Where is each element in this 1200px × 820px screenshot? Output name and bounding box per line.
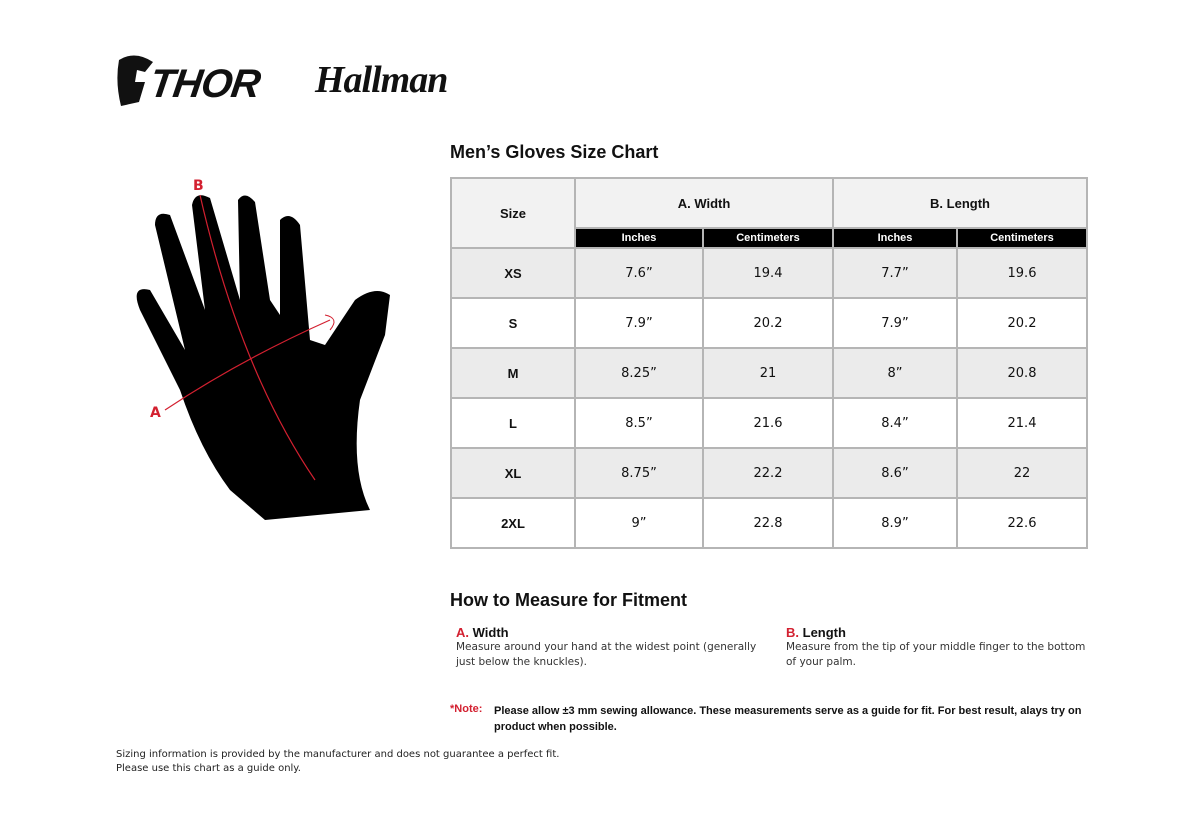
hand-diagram: B A <box>136 178 390 520</box>
subheader: Inches <box>574 227 704 249</box>
value-cell: 19.4 <box>702 247 834 299</box>
subheader: Centimeters <box>702 227 834 249</box>
length-label: Length <box>802 625 846 640</box>
size-table: Size A. Width B. Length Inches Centimete… <box>450 177 1088 549</box>
value-cell: 9” <box>574 497 704 549</box>
thor-logo: THOR <box>146 62 263 106</box>
value-cell: 8.75” <box>574 447 704 499</box>
value-cell: 8.4” <box>832 397 958 449</box>
value-cell: 21 <box>702 347 834 399</box>
hand-silhouette <box>136 195 390 520</box>
footer-line: Please use this chart as a guide only. <box>116 763 301 774</box>
value-cell: 22 <box>956 447 1088 499</box>
value-cell: 7.7” <box>832 247 958 299</box>
footer-line: Sizing information is provided by the ma… <box>116 749 560 760</box>
chart-title: Men’s Gloves Size Chart <box>450 142 659 162</box>
value-cell: 8” <box>832 347 958 399</box>
width-instructions: A. Width Measure around your hand at the… <box>456 625 766 670</box>
table-row: XS 7.6” 19.4 7.7” 19.6 <box>450 247 1088 299</box>
value-cell: 7.9” <box>574 297 704 349</box>
length-text: Measure from the tip of your middle fing… <box>786 641 1086 668</box>
value-cell: 20.2 <box>956 297 1088 349</box>
note-label: *Note: <box>450 703 483 715</box>
size-cell: M <box>450 347 576 399</box>
length-letter: B. <box>786 625 799 640</box>
value-cell: 22.2 <box>702 447 834 499</box>
value-cell: 21.4 <box>956 397 1088 449</box>
value-cell: 20.2 <box>702 297 834 349</box>
value-cell: 8.9” <box>832 497 958 549</box>
table-row: S 7.9” 20.2 7.9” 20.2 <box>450 297 1088 349</box>
hallman-logo: Hallman <box>315 59 448 101</box>
size-cell: 2XL <box>450 497 576 549</box>
width-letter: A. <box>456 625 469 640</box>
note-text: Please allow ±3 mm sewing allowance. The… <box>494 705 1082 733</box>
subheader: Inches <box>832 227 958 249</box>
length-header: B. Length <box>832 177 1088 229</box>
label-b: B <box>193 178 204 194</box>
width-label: Width <box>472 625 509 640</box>
table-row: 2XL 9” 22.8 8.9” 22.6 <box>450 497 1088 549</box>
table-row: XL 8.75” 22.2 8.6” 22 <box>450 447 1088 499</box>
value-cell: 21.6 <box>702 397 834 449</box>
measure-title: How to Measure for Fitment <box>450 590 688 610</box>
length-instructions: B. Length Measure from the tip of your m… <box>786 625 1086 670</box>
width-text: Measure around your hand at the widest p… <box>456 641 757 668</box>
size-header: Size <box>450 177 576 249</box>
value-cell: 8.6” <box>832 447 958 499</box>
value-cell: 7.6” <box>574 247 704 299</box>
label-a: A <box>150 405 161 421</box>
footer: Sizing information is provided by the ma… <box>116 748 559 776</box>
table-row: L 8.5” 21.6 8.4” 21.4 <box>450 397 1088 449</box>
width-arrow <box>164 319 331 411</box>
value-cell: 19.6 <box>956 247 1088 299</box>
thor-helmet-icon <box>117 55 153 106</box>
value-cell: 22.6 <box>956 497 1088 549</box>
value-cell: 7.9” <box>832 297 958 349</box>
width-header: A. Width <box>574 177 834 229</box>
length-arrow <box>199 194 316 481</box>
value-cell: 8.5” <box>574 397 704 449</box>
value-cell: 20.8 <box>956 347 1088 399</box>
size-cell: S <box>450 297 576 349</box>
value-cell: 8.25” <box>574 347 704 399</box>
size-cell: XL <box>450 447 576 499</box>
table-row: M 8.25” 21 8” 20.8 <box>450 347 1088 399</box>
size-cell: XS <box>450 247 576 299</box>
size-cell: L <box>450 397 576 449</box>
value-cell: 22.8 <box>702 497 834 549</box>
subheader: Centimeters <box>956 227 1088 249</box>
